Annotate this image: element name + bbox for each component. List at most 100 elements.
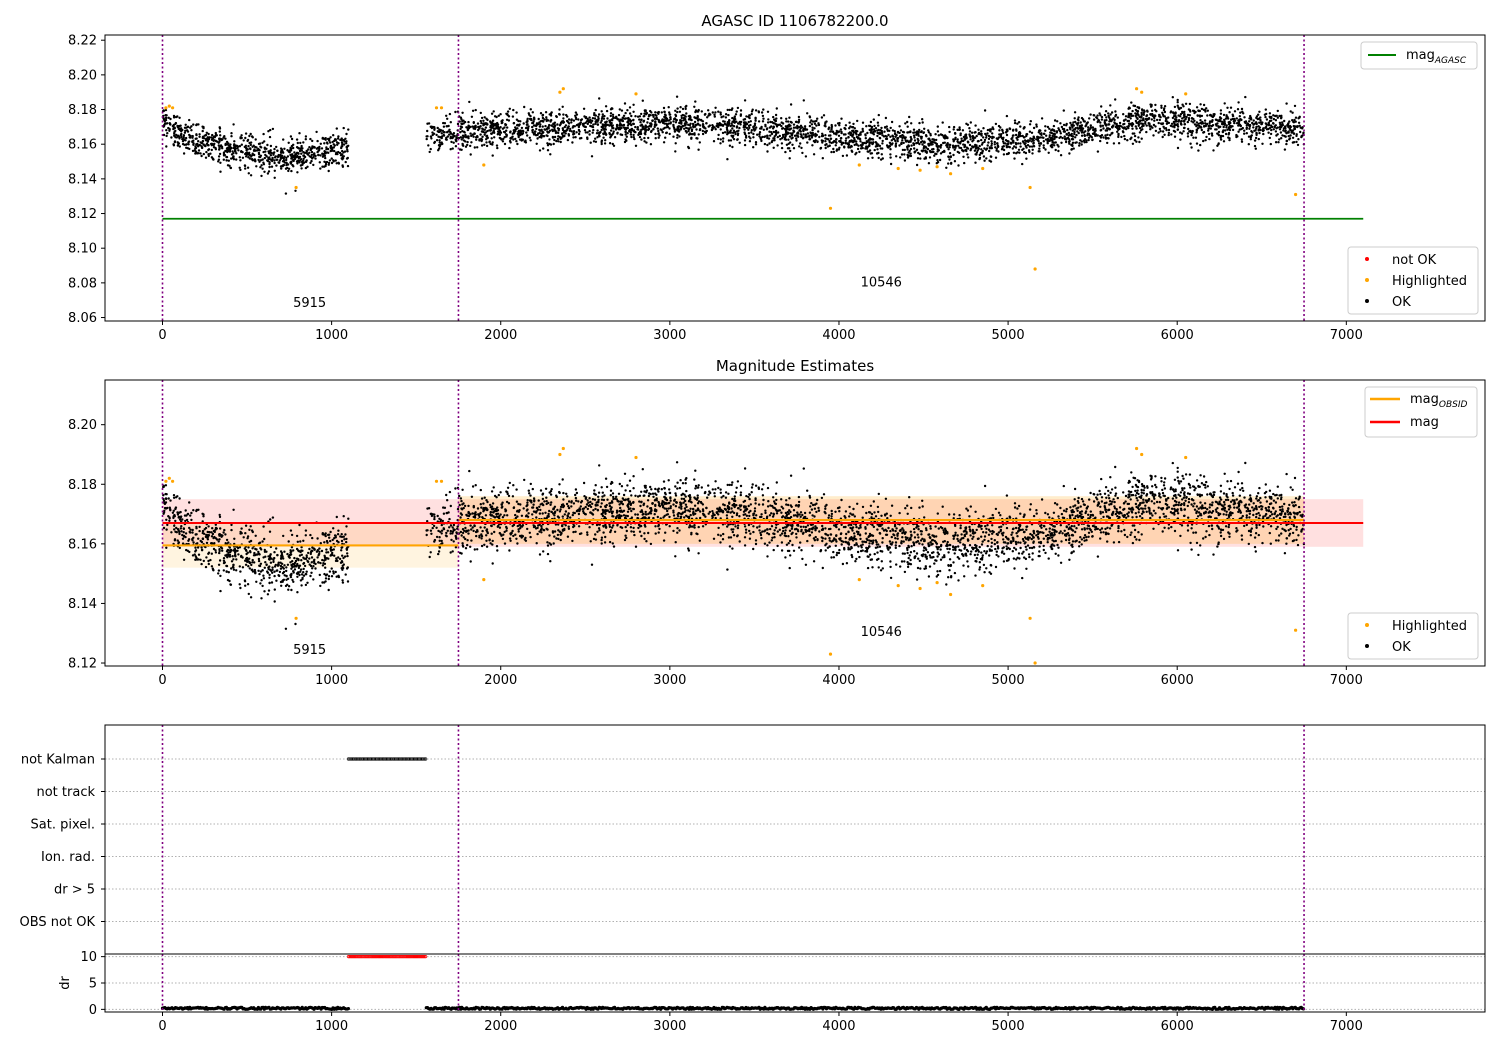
ok-point xyxy=(835,138,838,141)
ok-point xyxy=(459,136,463,139)
ok-point xyxy=(632,133,635,137)
ok-point xyxy=(508,107,511,111)
ok-point xyxy=(570,130,573,133)
ok-point xyxy=(448,112,452,116)
ok-point xyxy=(1019,125,1022,128)
ok-point xyxy=(325,160,329,164)
ok-point xyxy=(182,152,186,155)
ok-point xyxy=(1147,117,1151,120)
ok-point xyxy=(998,129,1001,132)
ok-point xyxy=(1166,121,1169,125)
ok-point xyxy=(344,137,347,140)
ok-point xyxy=(228,546,231,549)
ok-point xyxy=(1015,152,1018,155)
ok-point xyxy=(206,144,210,147)
ok-point xyxy=(169,499,172,502)
ok-point xyxy=(570,118,573,121)
ok-point xyxy=(775,107,778,110)
ok-point xyxy=(810,119,813,122)
ok-point xyxy=(980,152,984,155)
ok-point xyxy=(715,125,719,128)
ok-point xyxy=(347,517,350,520)
legend-point-label: not OK xyxy=(1392,253,1437,268)
ok-point xyxy=(929,150,932,154)
ok-point xyxy=(757,110,760,113)
ok-point xyxy=(169,117,172,121)
ok-point xyxy=(496,125,500,128)
ok-point xyxy=(218,137,221,140)
ok-point xyxy=(701,123,705,126)
ok-point xyxy=(346,552,349,555)
ok-point xyxy=(907,151,910,154)
highlighted-point xyxy=(1294,192,1298,197)
ok-point xyxy=(585,120,589,123)
ok-point xyxy=(982,136,985,139)
x-tick-label: 5000 xyxy=(992,328,1025,343)
ok-point xyxy=(925,135,928,138)
ok-point xyxy=(824,137,827,140)
ok-point xyxy=(826,138,830,141)
ok-point xyxy=(1154,125,1157,128)
ok-point xyxy=(257,142,261,146)
ok-point xyxy=(327,575,331,578)
ok-point xyxy=(305,160,308,163)
ok-point xyxy=(289,135,293,138)
ok-point xyxy=(903,137,907,140)
ok-point xyxy=(969,135,972,139)
ok-point xyxy=(865,125,868,128)
ok-point xyxy=(972,138,975,142)
ok-point xyxy=(1038,144,1041,147)
ok-point xyxy=(788,157,791,160)
ok-point xyxy=(219,574,222,578)
ok-point xyxy=(227,159,230,162)
ok-point xyxy=(223,528,226,532)
ok-point xyxy=(1163,105,1167,108)
ok-point xyxy=(802,129,805,132)
ok-point xyxy=(1174,115,1177,118)
ok-point xyxy=(1253,144,1257,148)
ok-point xyxy=(870,138,873,141)
ok-point xyxy=(426,129,429,133)
ok-point xyxy=(690,118,693,122)
ok-point xyxy=(864,137,867,140)
ok-point xyxy=(824,143,827,147)
ok-point xyxy=(733,131,737,134)
ok-point xyxy=(582,124,585,127)
ok-point xyxy=(289,553,293,556)
ok-point xyxy=(216,538,219,541)
ok-point xyxy=(1278,125,1282,129)
ok-point xyxy=(201,129,204,133)
ok-point xyxy=(1068,139,1071,143)
ok-point xyxy=(499,113,502,116)
ok-point xyxy=(802,99,805,102)
ok-point xyxy=(654,132,657,136)
ok-point xyxy=(247,172,250,175)
ok-point xyxy=(271,156,274,160)
ok-point xyxy=(701,120,705,123)
ok-point xyxy=(1140,137,1143,140)
ok-point xyxy=(672,120,675,123)
ok-point xyxy=(245,549,248,552)
ok-point xyxy=(531,121,535,125)
ok-point xyxy=(291,163,294,167)
ok-point xyxy=(196,145,200,148)
ok-point xyxy=(445,138,448,141)
ok-point xyxy=(984,148,988,151)
ok-point xyxy=(785,120,788,123)
ok-point xyxy=(264,150,267,153)
ok-point xyxy=(683,122,687,125)
ok-point xyxy=(531,128,534,132)
ok-point xyxy=(508,139,512,143)
ok-point xyxy=(855,142,858,146)
ok-point xyxy=(1160,122,1164,126)
ok-point xyxy=(167,497,170,500)
ok-point xyxy=(644,110,647,113)
ok-point xyxy=(673,130,677,133)
ok-point xyxy=(714,128,717,131)
ok-point xyxy=(248,147,252,150)
ok-point xyxy=(990,142,994,145)
ok-point xyxy=(999,126,1002,129)
ok-point xyxy=(752,146,755,149)
ok-point xyxy=(238,166,241,169)
ok-point xyxy=(182,134,186,137)
